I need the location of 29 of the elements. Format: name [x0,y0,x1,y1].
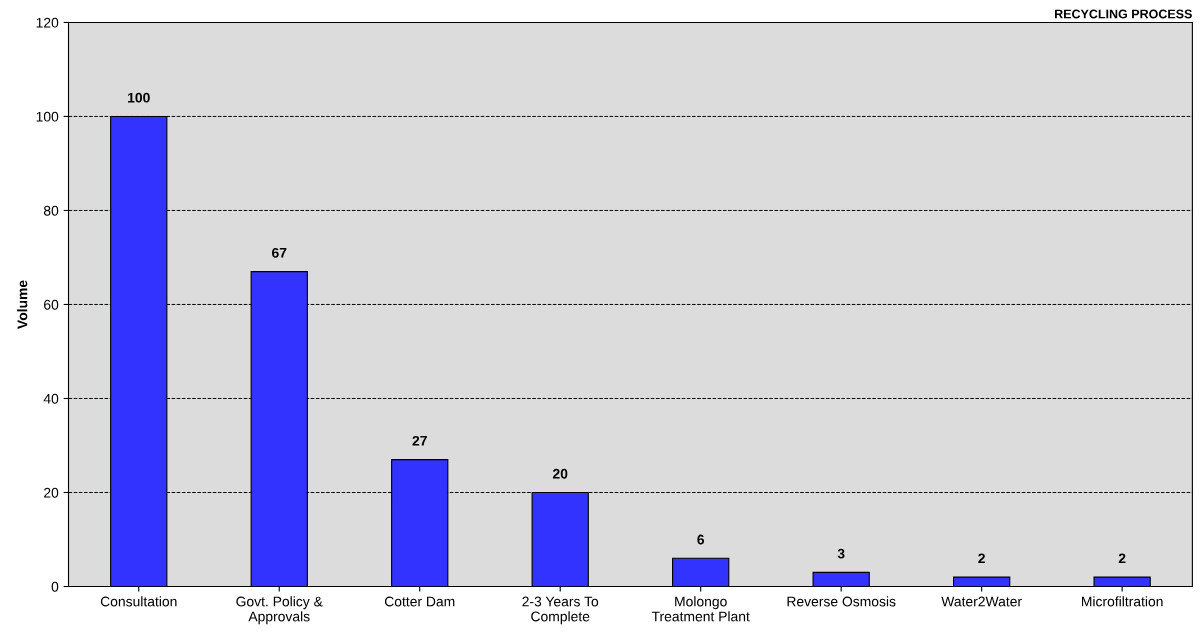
y-tick-label: 80 [43,205,59,216]
y-tick-label: 0 [51,581,59,592]
y-tick-label: 100 [36,111,59,122]
y-tick-label: 40 [43,393,59,404]
data-label: 20 [552,468,568,479]
y-tick-label: 60 [44,299,59,310]
y-axis-title: Volume [17,280,28,329]
data-label: 2 [978,553,985,564]
data-label: 3 [837,548,845,559]
data-label: 2 [1118,553,1126,564]
chart-title: RECYCLING PROCESS [1055,9,1192,19]
bar [672,557,730,587]
x-tick-label: Water2Water [941,596,1022,607]
x-tick-label: Govt. Policy & Approvals [236,596,323,625]
data-label: 6 [697,534,705,545]
data-label: 27 [412,435,427,446]
y-tick-label: 120 [36,17,59,28]
x-tick-label: Cotter Dam [384,596,455,607]
bar [953,576,1011,587]
x-tick-label: Consultation [100,596,177,607]
x-tick-label: Microfiltration [1081,596,1163,607]
bar [812,571,870,587]
x-tick-label: Reverse Osmosis [787,596,896,607]
y-tick-label: 20 [44,487,59,498]
x-tick-label: 2-3 Years To Complete [522,596,599,625]
data-label: 67 [272,247,287,258]
x-tick-label: Molongo Treatment Plant [651,596,750,622]
data-label: 100 [128,92,150,103]
bar [1093,576,1151,587]
